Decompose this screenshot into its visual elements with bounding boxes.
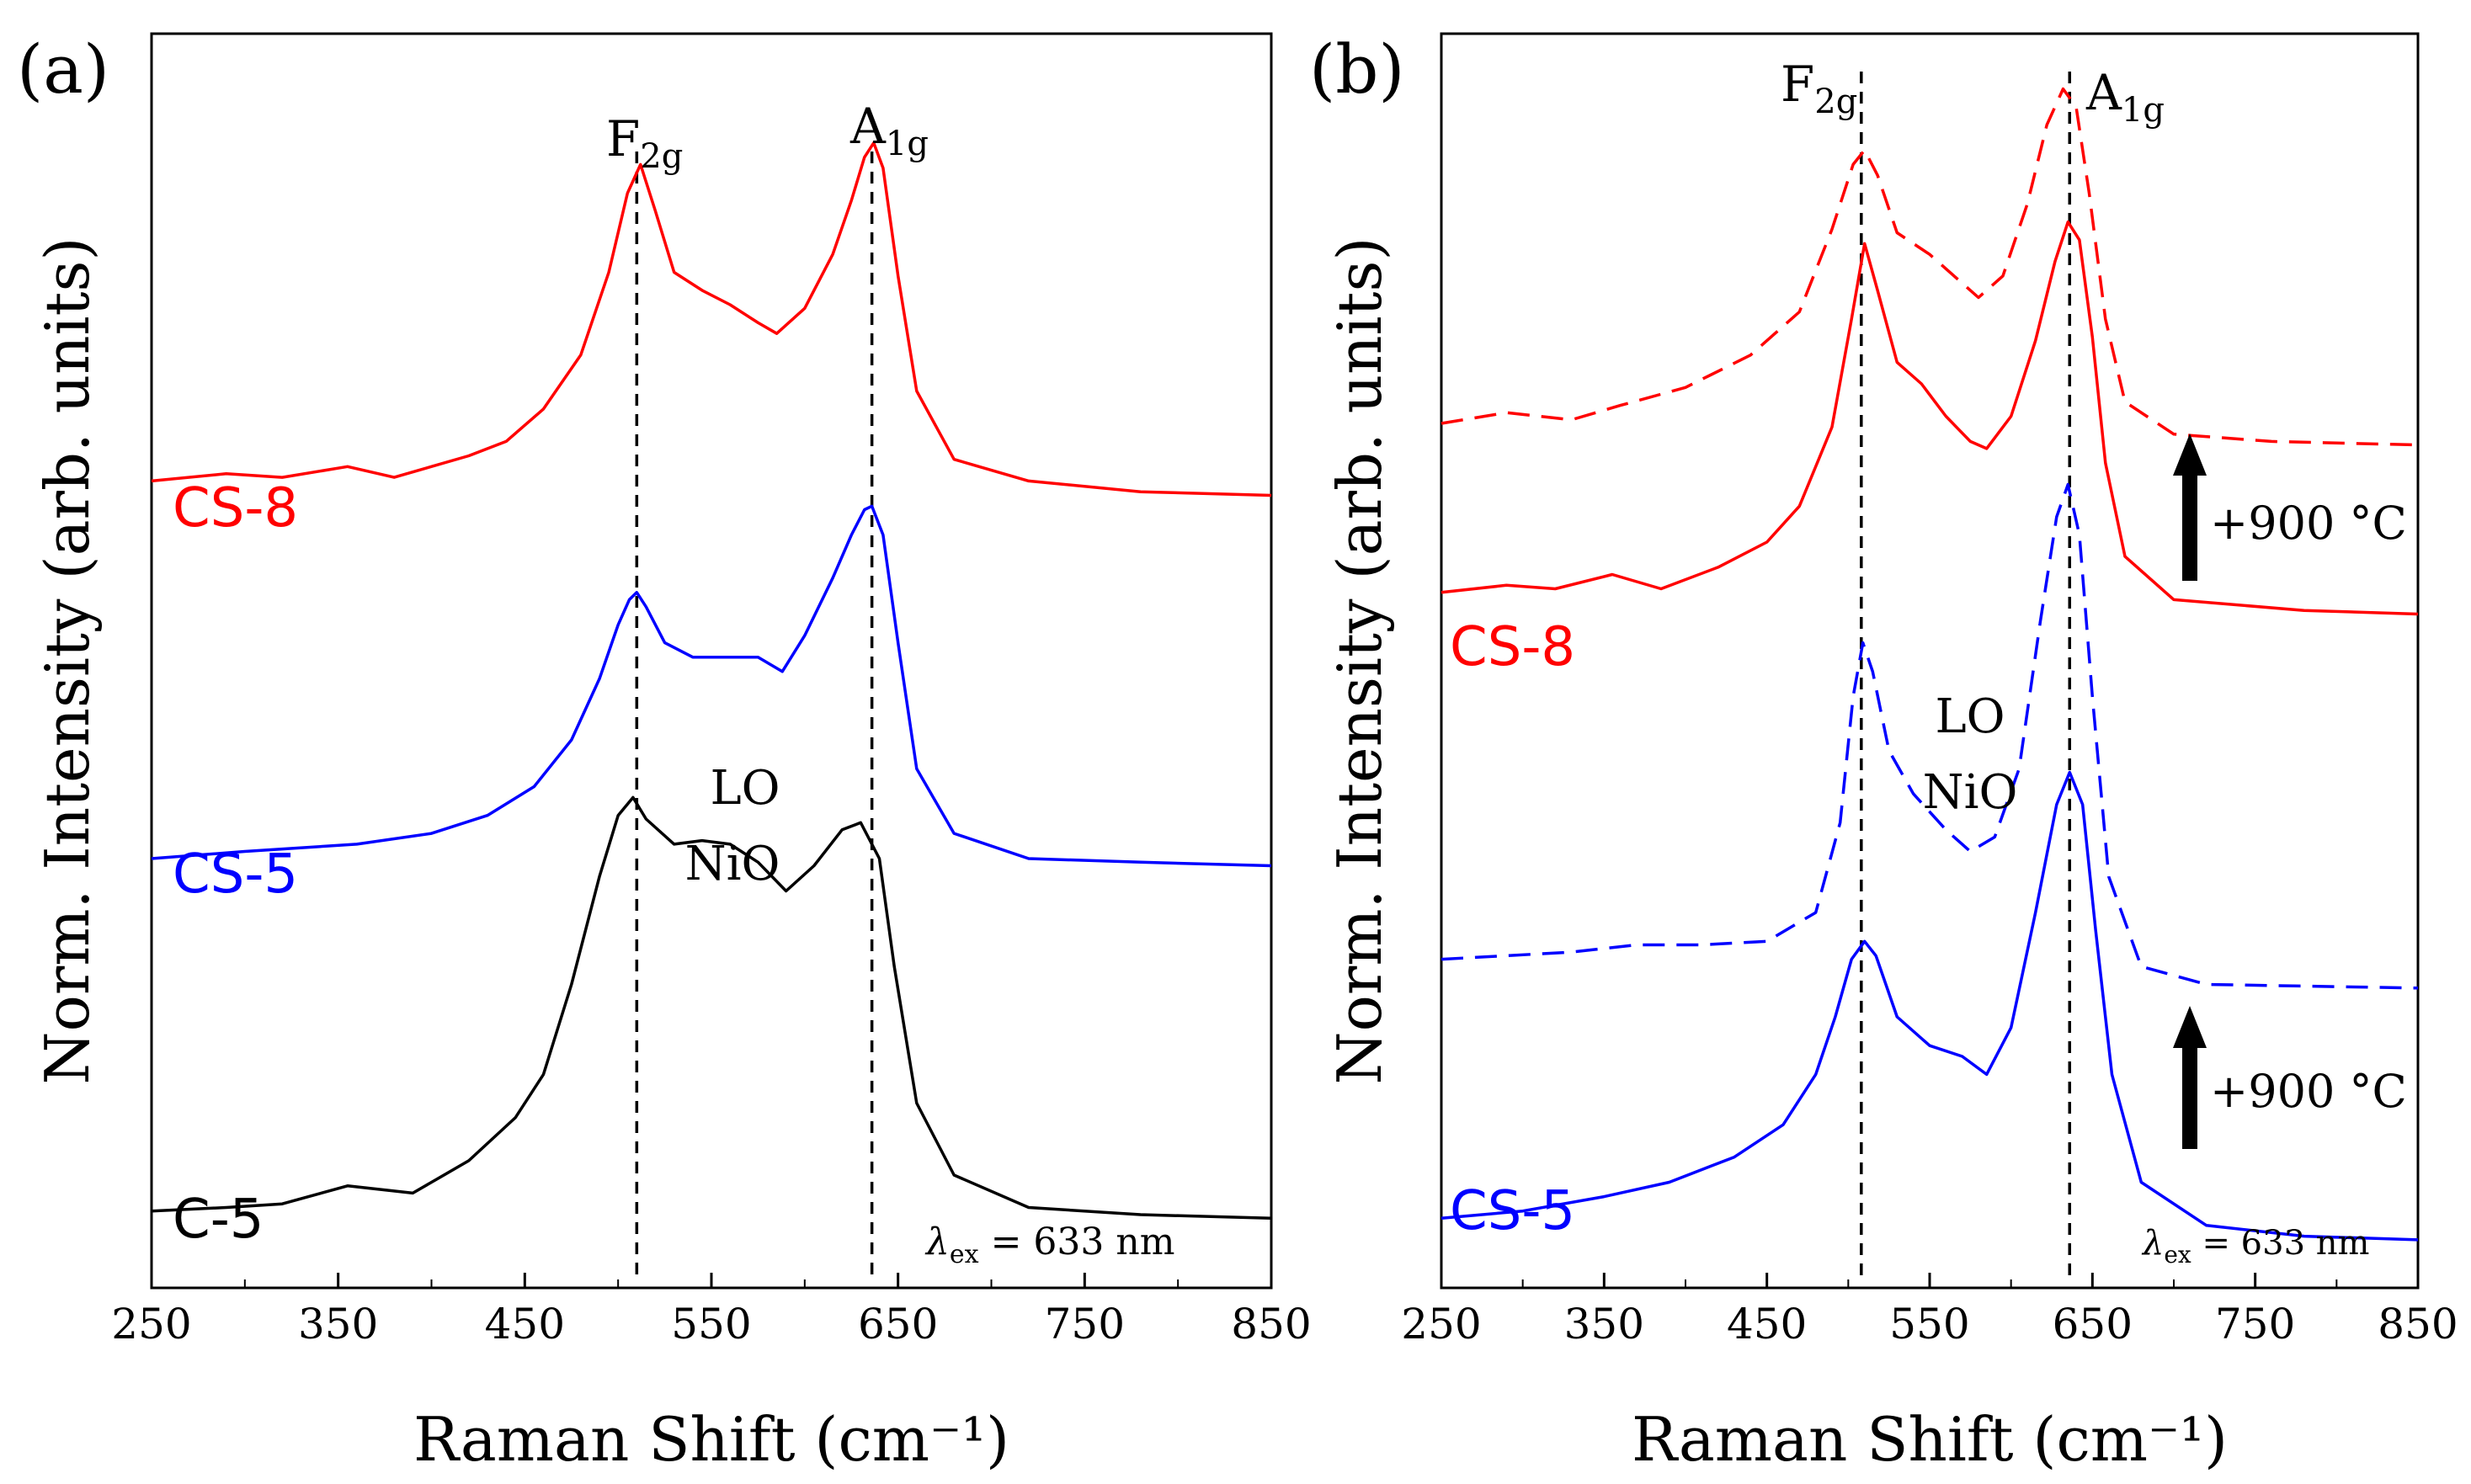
panel-b-label: (b): [1309, 30, 1405, 109]
panel-b: 250 350 450 550 650 750 850 (b) F2g A1g LO NiO…: [1309, 30, 2458, 1475]
panel-a-series-cs-5: [151, 504, 1272, 868]
panel-b-arrow-upper-label: +900 °C: [2210, 497, 2407, 550]
panel-a-cs5-label: CS-5: [173, 843, 298, 906]
panel-b-x-axis-title: Raman Shift (cm⁻¹): [1632, 1404, 2228, 1475]
panel-a-label: (a): [17, 30, 109, 109]
panel-b-x-tick-label: 450: [1727, 1300, 1807, 1348]
panel-a-frame: [150, 32, 1273, 1290]
panel-b-x-tick-label: 350: [1564, 1300, 1644, 1348]
panel-a-c5-label: C-5: [173, 1189, 264, 1251]
panel-a-x-tick-label: 750: [1045, 1300, 1125, 1348]
panel-b-y-axis-title: Norm. Intensity (arb. units): [1324, 237, 1395, 1084]
panel-a-x-tick-label: 450: [485, 1300, 565, 1348]
panel-b-a1g-label: A1g: [2085, 64, 2165, 130]
panel-a-lo-label: LO: [710, 761, 780, 816]
panel-b-arrow-lower-label: +900 °C: [2210, 1065, 2407, 1118]
panel-a-excitation-label: λex = 633 nm: [924, 1221, 1174, 1269]
panel-a-nio-label: NiO: [685, 837, 780, 891]
panel-b-excitation-label: λex = 633 nm: [2141, 1224, 2369, 1269]
panel-b-f2g-label: F2g: [1781, 56, 1857, 121]
panel-b-x-tick-label: 550: [1889, 1300, 1969, 1348]
panel-b-x-tick-label: 250: [1401, 1300, 1481, 1348]
panel-b-arrow-lower: [2173, 1006, 2207, 1149]
panel-b-series-cs-8-900-c: [1441, 87, 2419, 447]
panel-a-x-tick-label: 350: [298, 1300, 378, 1348]
panel-a-series-cs-8: [151, 141, 1272, 497]
panel-b-x-tick-label: 850: [2378, 1300, 2458, 1348]
panel-a-x-tick-label: 550: [671, 1300, 751, 1348]
panel-a: 250 350 450 550 650 750 850 (a) F2g A1g LO NiO…: [17, 30, 1312, 1475]
panel-b-series-cs-5: [1441, 770, 2419, 1242]
panel-a-x-tick-label: 850: [1231, 1300, 1311, 1348]
panel-a-series-c-5: [151, 795, 1272, 1221]
panel-a-x-tick-label: 650: [858, 1300, 938, 1348]
panel-a-f2g-label: F2g: [606, 110, 683, 176]
panel-b-series-cs-8: [1441, 220, 2419, 616]
panel-a-a1g-label: A1g: [849, 98, 929, 163]
panel-b-x-tick-label: 750: [2215, 1300, 2295, 1348]
panel-b-cs8-label: CS-8: [1450, 616, 1575, 678]
panel-b-cs5-label: CS-5: [1450, 1180, 1575, 1242]
panel-a-x-axis-title: Raman Shift (cm⁻¹): [413, 1404, 1009, 1475]
panel-b-arrow-upper: [2173, 433, 2207, 581]
panel-b-x-tick-label: 650: [2053, 1300, 2133, 1348]
panel-a-cs8-label: CS-8: [173, 477, 298, 540]
panel-a-y-axis-title: Norm. Intensity (arb. units): [32, 237, 103, 1084]
panel-b-series-cs-5-900-c: [1441, 482, 2419, 990]
panel-b-nio-label: NiO: [1923, 765, 2018, 820]
panel-b-lo-label: LO: [1935, 689, 2005, 744]
panel-a-x-tick-label: 250: [111, 1300, 191, 1348]
